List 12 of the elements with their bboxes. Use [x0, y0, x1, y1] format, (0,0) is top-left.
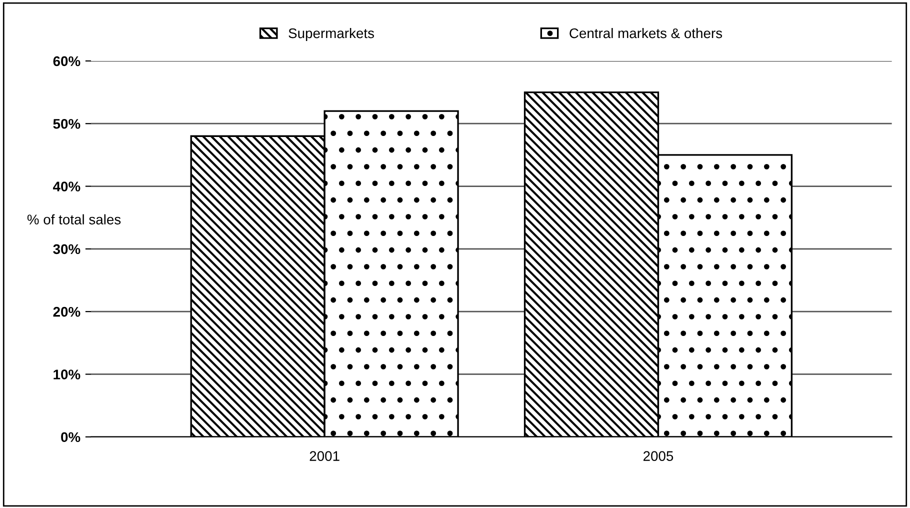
- legend-label: Supermarkets: [288, 28, 374, 41]
- y-tick-label: 10%: [54, 370, 80, 380]
- y-tick-label: 60%: [53, 56, 80, 66]
- legend-label: Central markets & others: [570, 28, 722, 38]
- y-tick-label: 20%: [53, 306, 80, 317]
- y-tick-label: 30%: [53, 244, 80, 254]
- y-tick-label: 50%: [53, 118, 80, 129]
- y-axis-title: % of total sales: [27, 214, 121, 224]
- x-tick-label: 2001: [310, 451, 340, 461]
- x-tick-label: 2005: [643, 451, 674, 461]
- y-tick-label: 40%: [52, 182, 80, 192]
- y-tick-label: 0%: [61, 432, 80, 442]
